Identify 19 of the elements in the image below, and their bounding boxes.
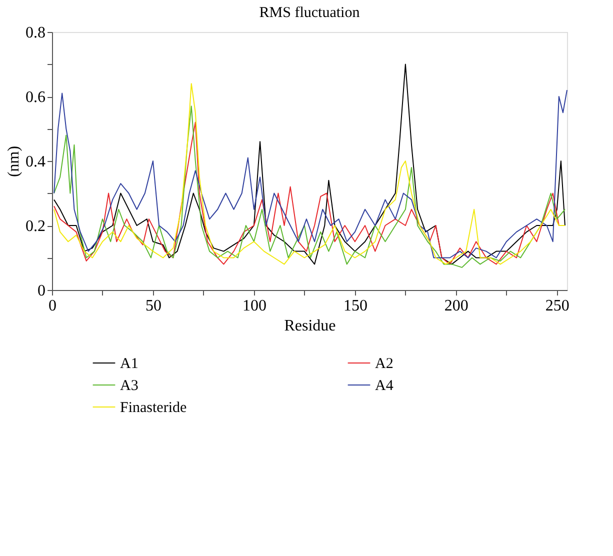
chart-title: RMS fluctuation [259, 5, 360, 21]
x-tick-label: 100 [242, 298, 266, 314]
legend-label: A2 [375, 356, 394, 372]
legend-label: A1 [120, 356, 138, 372]
x-tick-label: 150 [343, 298, 368, 314]
y-tick-label: 0 [38, 282, 46, 300]
x-tick-label: 0 [48, 298, 56, 314]
y-tick-label: 0.2 [26, 218, 46, 235]
x-axis-title: Residue [284, 318, 336, 334]
legend-label: Finasteride [120, 400, 187, 416]
x-tick-label: 50 [145, 298, 162, 314]
y-tick-label: 0.4 [26, 154, 46, 170]
legend-label: A3 [120, 378, 138, 394]
y-tick-label: 0.6 [26, 89, 46, 106]
y-tick-label: 0.8 [26, 24, 46, 42]
x-tick-label: 200 [444, 298, 468, 314]
x-tick-label: 250 [545, 298, 570, 314]
legend-label: A4 [375, 378, 394, 394]
y-axis-title: (nm) [6, 146, 22, 178]
